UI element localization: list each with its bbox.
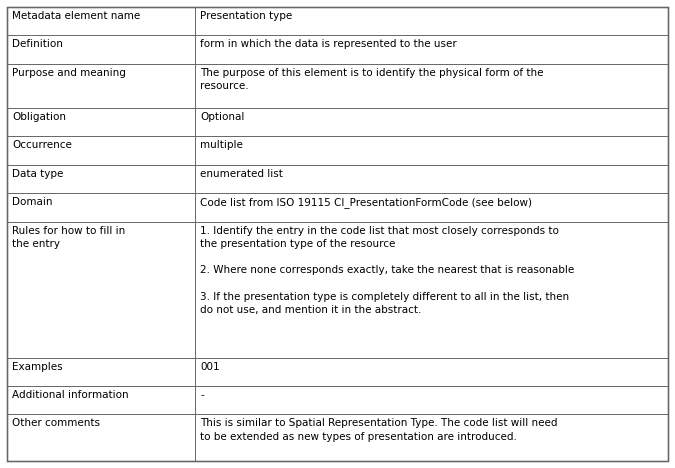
Text: multiple: multiple [200, 140, 243, 150]
Text: -: - [200, 390, 204, 400]
Text: Definition: Definition [12, 39, 63, 50]
Text: This is similar to Spatial Representation Type. The code list will need
to be ex: This is similar to Spatial Representatio… [200, 418, 558, 442]
Text: Purpose and meaning: Purpose and meaning [12, 68, 126, 78]
Text: Data type: Data type [12, 169, 63, 179]
Text: enumerated list: enumerated list [200, 169, 284, 179]
Text: 1. Identify the entry in the code list that most closely corresponds to
the pres: 1. Identify the entry in the code list t… [200, 226, 574, 315]
Text: Presentation type: Presentation type [200, 11, 293, 21]
Text: Occurrence: Occurrence [12, 140, 72, 150]
Text: Obligation: Obligation [12, 112, 66, 122]
Text: Code list from ISO 19115 CI_PresentationFormCode (see below): Code list from ISO 19115 CI_Presentation… [200, 197, 533, 208]
Text: Examples: Examples [12, 361, 63, 372]
Text: Metadata element name: Metadata element name [12, 11, 140, 21]
Text: 001: 001 [200, 361, 220, 372]
Text: Additional information: Additional information [12, 390, 129, 400]
Text: The purpose of this element is to identify the physical form of the
resource.: The purpose of this element is to identi… [200, 68, 544, 91]
Text: Optional: Optional [200, 112, 245, 122]
Text: form in which the data is represented to the user: form in which the data is represented to… [200, 39, 457, 50]
Text: Other comments: Other comments [12, 418, 100, 428]
Text: Domain: Domain [12, 197, 53, 207]
Text: Rules for how to fill in
the entry: Rules for how to fill in the entry [12, 226, 126, 249]
